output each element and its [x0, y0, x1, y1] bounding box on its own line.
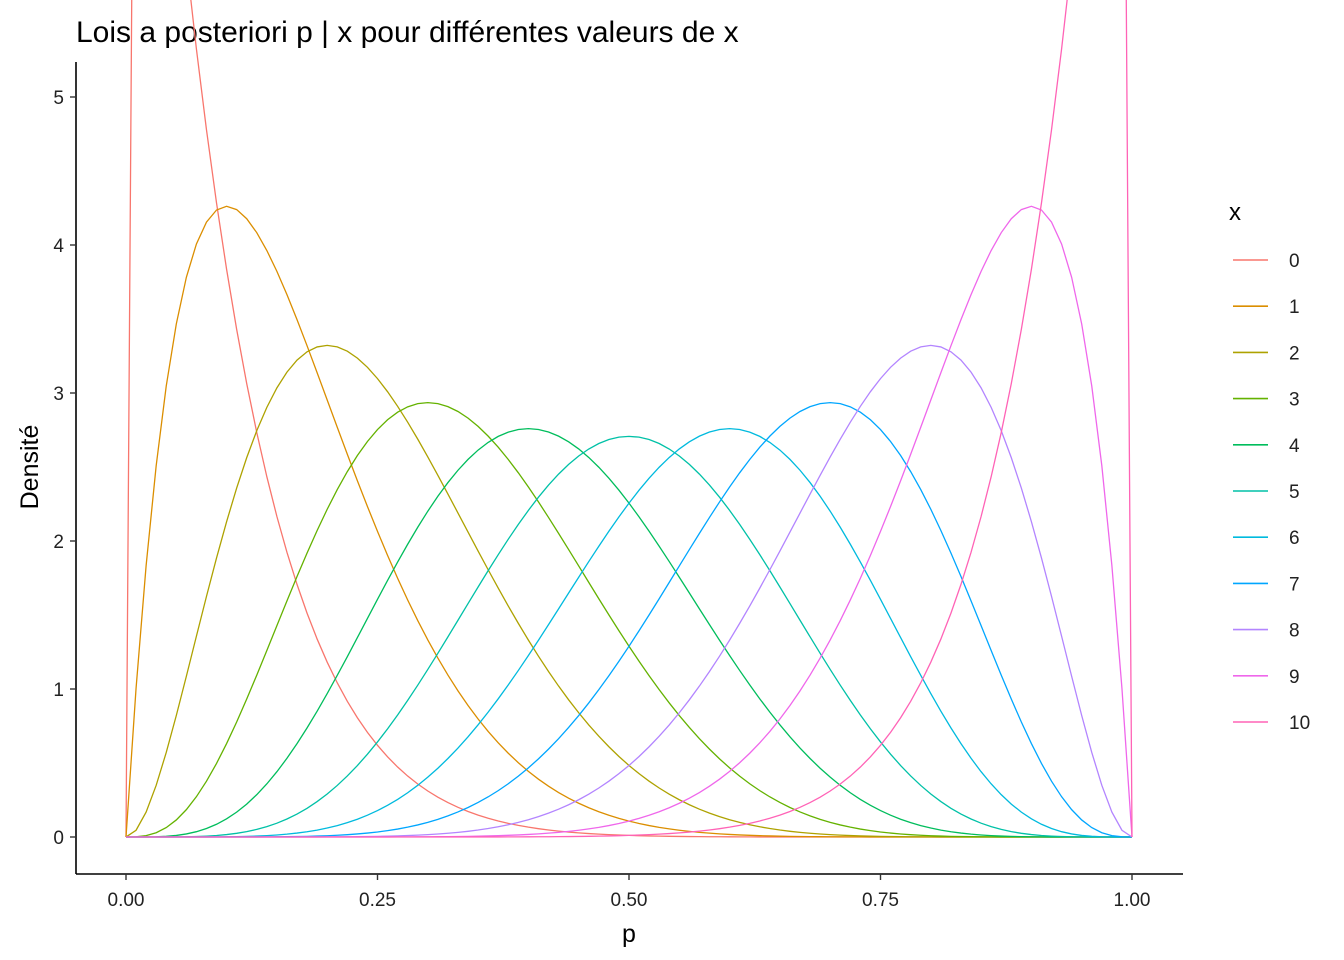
- y-tick-label-0: 0: [53, 828, 64, 849]
- legend-title: x: [1229, 199, 1241, 226]
- series-line-1: [125, 205, 1132, 838]
- legend-label-6: 6: [1289, 528, 1300, 549]
- x-axis-title: p: [622, 920, 636, 948]
- x-tick-label-0.50: 0.50: [611, 890, 648, 911]
- x-tick-label-0.00: 0.00: [108, 890, 145, 911]
- y-axis-title: Densité: [16, 425, 44, 510]
- series-line-2: [125, 344, 1132, 838]
- y-tick-label-4: 4: [53, 236, 64, 257]
- legend-label-9: 9: [1289, 667, 1300, 688]
- x-tick-label-1.00: 1.00: [1114, 890, 1151, 911]
- legend-label-3: 3: [1289, 390, 1300, 411]
- axes: 0 1 2 3 4 5 0.00 0.25 0.50 0.75 1.00: [53, 62, 1183, 911]
- x-tick-label-0.25: 0.25: [359, 890, 396, 911]
- legend: x 0 1 2 3 4 5 6 7 8 9 10: [1229, 199, 1310, 734]
- series-line-8: [126, 344, 1133, 838]
- y-tick-label-2: 2: [53, 532, 64, 553]
- series-line-4: [126, 428, 1132, 838]
- series-line-5: [126, 435, 1132, 838]
- y-tick-label-5: 5: [53, 88, 64, 109]
- y-tick-label-1: 1: [53, 680, 64, 701]
- legend-label-2: 2: [1289, 343, 1300, 364]
- legend-label-1: 1: [1289, 297, 1300, 318]
- x-tick-label-0.75: 0.75: [862, 890, 899, 911]
- series-line-6: [126, 428, 1132, 838]
- legend-items: 0 1 2 3 4 5 6 7 8 9 10: [1233, 251, 1310, 734]
- y-tick-label-3: 3: [53, 384, 64, 405]
- series-line-10: [126, 0, 1133, 838]
- legend-label-10: 10: [1289, 713, 1310, 734]
- legend-label-5: 5: [1289, 482, 1300, 503]
- legend-label-7: 7: [1289, 574, 1300, 595]
- series-line-9: [126, 205, 1133, 838]
- legend-label-8: 8: [1289, 621, 1300, 642]
- legend-label-4: 4: [1289, 436, 1300, 457]
- chart-title: Lois a posteriori p | x pour différentes…: [76, 16, 739, 49]
- legend-label-0: 0: [1289, 251, 1300, 272]
- curves: [125, 0, 1133, 838]
- series-line-0: [125, 0, 1132, 838]
